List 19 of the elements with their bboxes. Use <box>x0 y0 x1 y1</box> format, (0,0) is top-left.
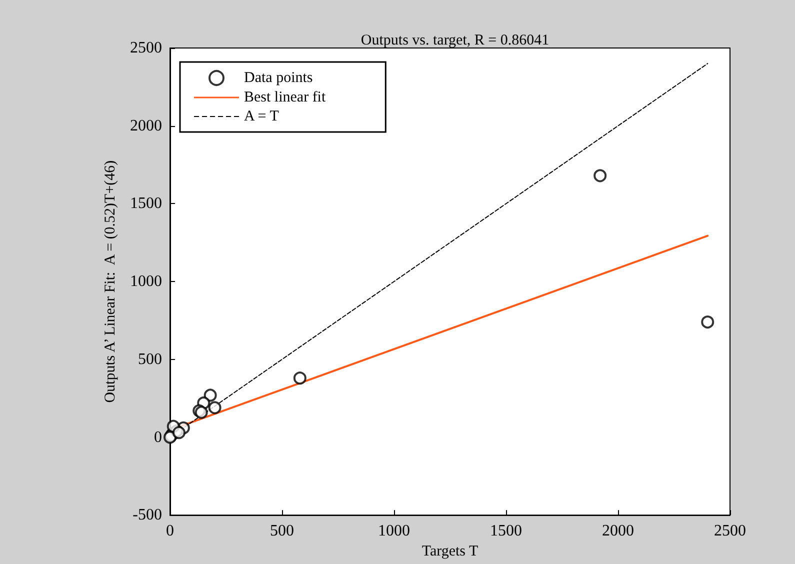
y-tick-label: 1000 <box>130 273 162 290</box>
y-tick-label: 2500 <box>130 40 162 56</box>
legend-label: Best linear fit <box>244 90 326 106</box>
legend-label: Data points <box>244 70 313 86</box>
y-tick-label: 500 <box>138 350 162 368</box>
chart-title: Outputs vs. target, R = 0.86041 <box>360 32 550 48</box>
x-tick-label: 2500 <box>714 522 746 540</box>
legend-label: A = T <box>244 108 279 124</box>
y-tick-label: 1500 <box>130 195 162 212</box>
x-tick-label: 1000 <box>378 522 410 540</box>
y-tick-label: 0 <box>154 428 162 446</box>
y-tick-label: 2000 <box>130 117 162 134</box>
y-tick-label: -500 <box>132 506 162 524</box>
x-axis-title: Targets T <box>422 544 478 560</box>
x-tick-label: 500 <box>270 522 294 540</box>
y-axis-title: Outputs A’ Linear Fit: A = (0.52)T+(46) <box>102 160 118 403</box>
x-tick-label: 1500 <box>490 522 522 540</box>
x-tick-label: 2000 <box>602 522 634 540</box>
x-tick-label: 0 <box>166 522 174 540</box>
